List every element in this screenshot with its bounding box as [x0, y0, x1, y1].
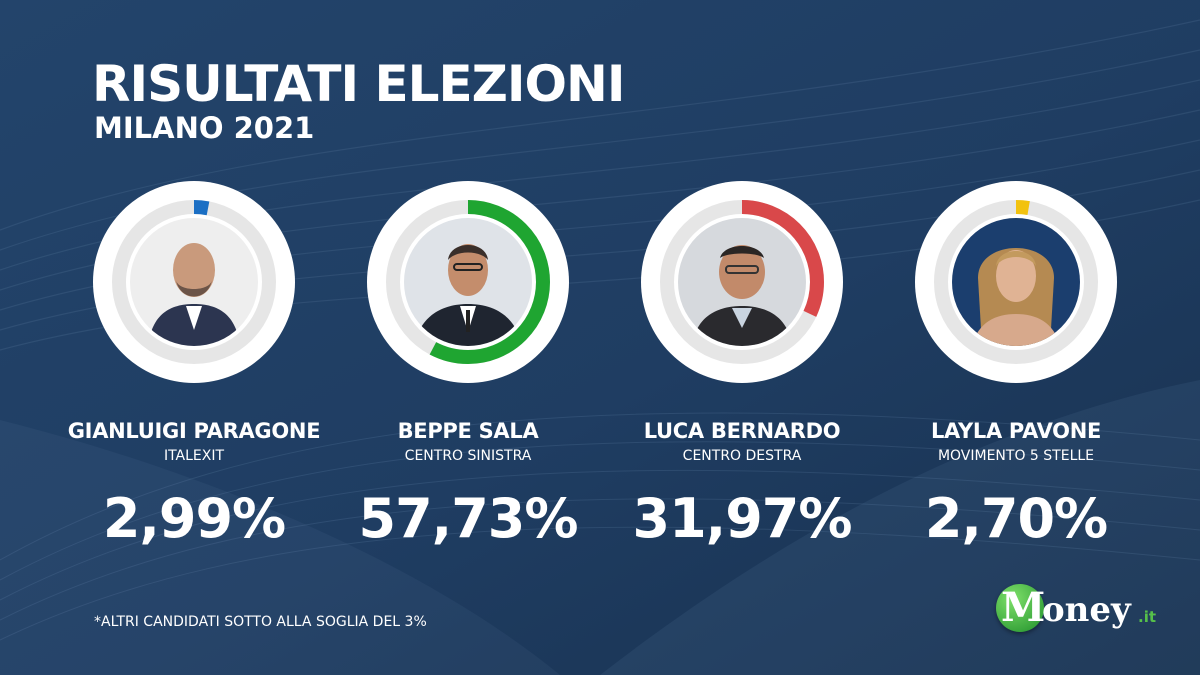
person-portrait-icon	[678, 218, 806, 346]
result-ring	[914, 180, 1118, 384]
candidate-party: ITALEXIT	[163, 448, 225, 464]
logo-text: oney	[1042, 590, 1131, 630]
candidate-card: LAYLA PAVONE MOVIMENTO 5 STELLE 2,70%	[876, 180, 1156, 560]
candidate-percentage: 31,97%	[632, 487, 853, 550]
candidate-party: CENTRO DESTRA	[682, 448, 802, 464]
candidate-card: BEPPE SALA CENTRO SINISTRA 57,73%	[328, 180, 608, 560]
candidate-percentage: 2,70%	[924, 487, 1108, 550]
candidate-name: GIANLUIGI PARAGONE	[67, 419, 321, 443]
candidate-percentage: 2,99%	[102, 487, 286, 550]
ring-value-arc	[112, 200, 276, 364]
logo-circle	[996, 584, 1044, 632]
person-portrait-icon	[404, 218, 532, 346]
person-portrait-icon	[130, 218, 258, 346]
ring-value-arc	[660, 200, 824, 364]
ring-value-arc	[386, 200, 550, 364]
footnote: *ALTRI CANDIDATI SOTTO ALLA SOGLIA DEL 3…	[94, 614, 427, 630]
candidate-party: MOVIMENTO 5 STELLE	[937, 448, 1095, 464]
result-ring	[640, 180, 844, 384]
candidate-name: LAYLA PAVONE	[930, 419, 1102, 443]
person-portrait-icon	[952, 218, 1080, 346]
candidate-party: CENTRO SINISTRA	[404, 448, 532, 464]
ring-value-arc	[934, 200, 1098, 364]
candidate-percentage: 57,73%	[358, 487, 579, 550]
brand-logo: M oney .it	[996, 584, 1166, 636]
page-subtitle: MILANO 2021	[94, 111, 315, 145]
candidate-name: BEPPE SALA	[397, 419, 539, 443]
candidate-card: GIANLUIGI PARAGONE ITALEXIT 2,99%	[54, 180, 334, 560]
logo-initial: M	[1001, 584, 1046, 631]
result-ring	[366, 180, 570, 384]
page-title: RISULTATI ELEZIONI	[92, 55, 625, 113]
result-ring	[92, 180, 296, 384]
candidate-card: LUCA BERNARDO CENTRO DESTRA 31,97%	[602, 180, 882, 560]
logo-suffix: .it	[1138, 608, 1157, 626]
candidate-name: LUCA BERNARDO	[643, 419, 841, 443]
